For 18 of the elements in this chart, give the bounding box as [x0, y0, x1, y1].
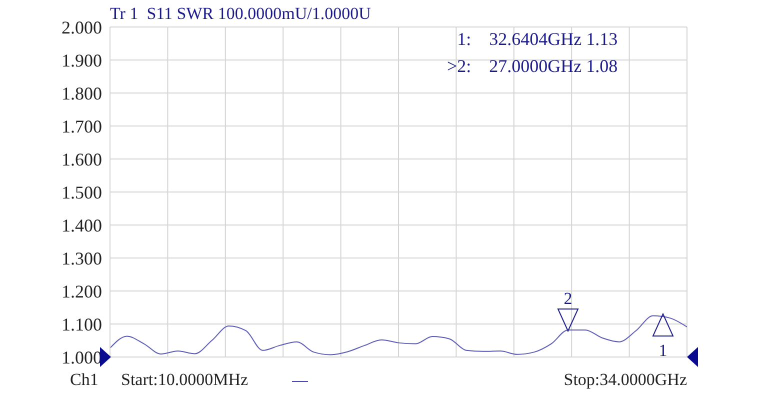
text: Stop:34.0000GHz [564, 370, 687, 390]
annotation: 1: 32.6404GHz 1.13 [456, 28, 618, 51]
y-tick-label: 1.300 [62, 248, 102, 268]
annotation: 1 [658, 341, 668, 360]
y-tick-label: 1.400 [62, 215, 102, 236]
y-tick-label: 1.600 [62, 149, 102, 170]
y-tick-label: 2.000 [62, 17, 102, 38]
y-tick-label: 1.900 [62, 50, 102, 70]
y-tick-label: 1.100 [62, 314, 102, 334]
y-tick-label: 1.500 [62, 182, 102, 202]
text: Ch1 [70, 370, 98, 390]
annotation: >2: 27.0000GHz 1.08 [447, 55, 618, 78]
y-tick-label: 1.700 [62, 116, 102, 136]
y-tick-label: 1.200 [62, 281, 102, 302]
annotation: 2 [564, 289, 572, 308]
text: Start:10.0000MHz [121, 370, 248, 390]
chart-title: Tr 1 S11 SWR 100.0000mU/1.0000U [110, 4, 371, 24]
y-tick-label: 1.800 [62, 83, 102, 104]
